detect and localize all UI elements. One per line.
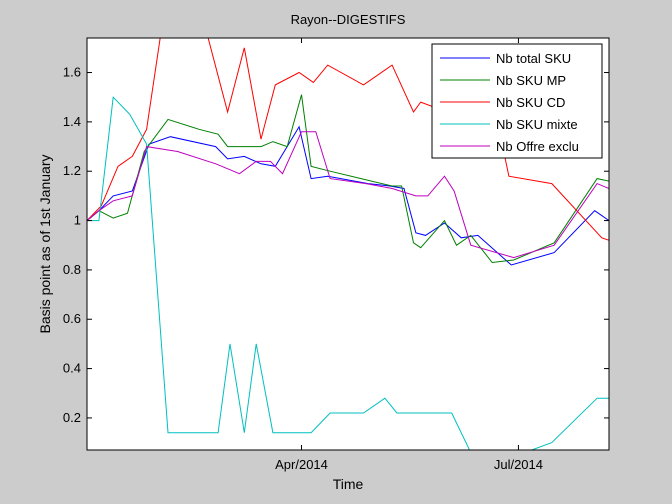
x-ticks: Apr/2014 Jul/2014 bbox=[275, 38, 543, 472]
y-tick-label: 0.4 bbox=[63, 361, 81, 376]
x-tick-label: Apr/2014 bbox=[275, 457, 328, 472]
legend-label-2: Nb SKU MP bbox=[496, 73, 566, 88]
y-tick-label: 1.4 bbox=[63, 114, 81, 129]
y-tick-label: 1 bbox=[74, 213, 81, 228]
legend-box bbox=[431, 43, 603, 159]
legend-label-1: Nb total SKU bbox=[496, 51, 571, 66]
series-line-1 bbox=[87, 125, 609, 266]
chart-title: Rayon--DIGESTIFS bbox=[291, 12, 406, 27]
series-line-2 bbox=[87, 94, 609, 264]
axes-frame bbox=[86, 37, 610, 451]
legend-label-3: Nb SKU CD bbox=[496, 95, 565, 110]
y-tick-label: 0.6 bbox=[63, 311, 81, 326]
y-tick-label: 1.2 bbox=[63, 163, 81, 178]
legend-label-4: Nb SKU mixte bbox=[496, 117, 578, 132]
series-line-4 bbox=[87, 96, 609, 450]
y-tick-label: 0.8 bbox=[63, 262, 81, 277]
legend: Nb total SKU Nb SKU MP Nb SKU CD Nb SKU mix… bbox=[431, 43, 603, 159]
y-ticks: 0.2 0.4 0.6 0.8 1 1.2 1.4 1.6 bbox=[63, 65, 609, 425]
y-axis-label: Basis point as of 1st January bbox=[37, 155, 53, 334]
x-axis-label: Time bbox=[333, 476, 364, 492]
y-tick-label: 1.6 bbox=[63, 65, 81, 80]
series-line-5 bbox=[87, 131, 609, 259]
legend-label-5: Nb Offre exclu bbox=[496, 139, 579, 154]
x-tick-label: Jul/2014 bbox=[494, 457, 543, 472]
y-tick-label: 0.2 bbox=[63, 410, 81, 425]
